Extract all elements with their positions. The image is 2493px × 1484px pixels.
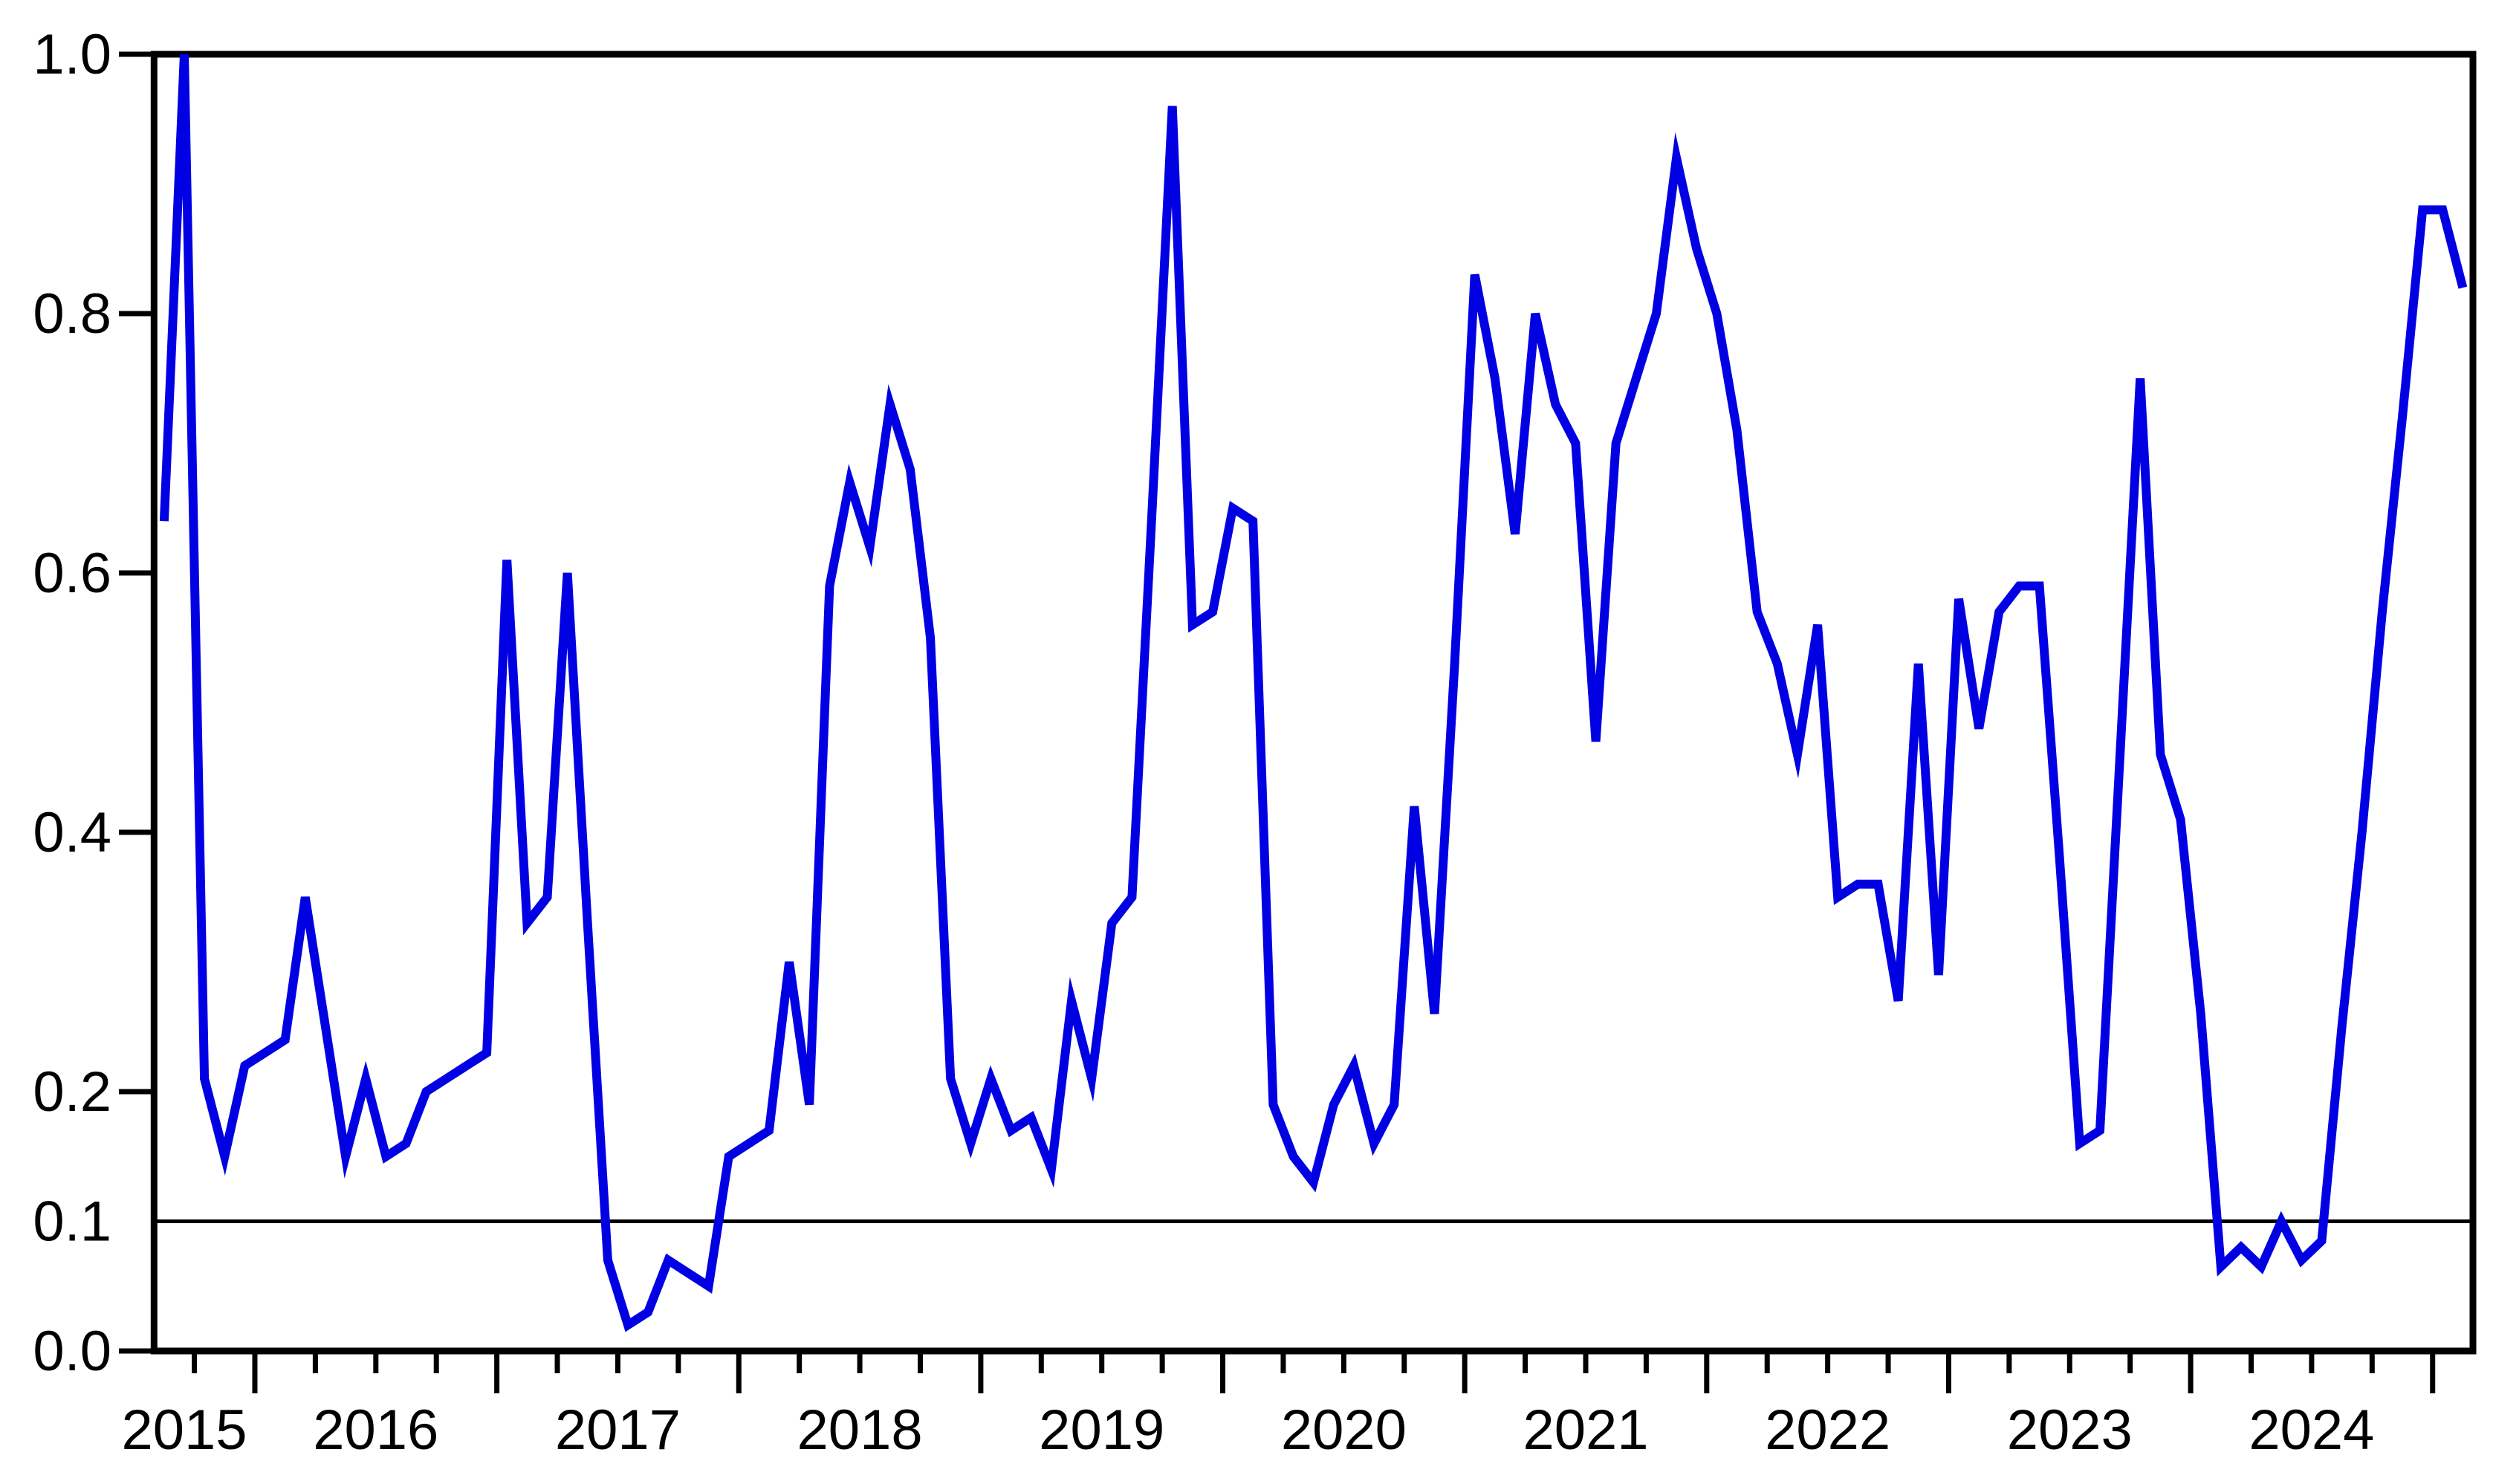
x-year-label: 2015 — [121, 1399, 247, 1462]
x-year-label: 2024 — [2249, 1399, 2374, 1462]
x-year-label: 2022 — [1765, 1399, 1890, 1462]
y-tick-label: 0.8 — [33, 282, 111, 346]
y-tick-label: 0.2 — [33, 1060, 111, 1124]
y-tick-label: 0.0 — [33, 1320, 111, 1383]
x-axis: 2015 2016 2017 2018 2019 2020 2021 2022 2023 2024 — [121, 1351, 2436, 1462]
ref-line-label: 0.1 — [33, 1190, 111, 1254]
plot-border — [150, 51, 2477, 1355]
x-year-label: 2017 — [555, 1399, 681, 1462]
y-tick-label: 0.4 — [33, 801, 111, 864]
x-year-label: 2023 — [2007, 1399, 2133, 1462]
series-line-series1 — [159, 54, 2468, 1332]
reference-line-0.1: 0.1 — [33, 1190, 2473, 1254]
x-year-label: 2018 — [797, 1399, 923, 1462]
x-year-label: 2019 — [1039, 1399, 1164, 1462]
x-year-label: 2020 — [1281, 1399, 1407, 1462]
y-axis: 0.0 0.2 0.4 0.6 0.8 1.0 — [33, 23, 155, 1383]
y-tick-label: 1.0 — [33, 23, 111, 86]
plot-frame — [150, 51, 2477, 1355]
x-year-label: 2016 — [313, 1399, 438, 1462]
data-series — [159, 54, 2468, 1332]
y-tick-label: 0.6 — [33, 542, 111, 605]
x-year-label: 2021 — [1523, 1399, 1648, 1462]
